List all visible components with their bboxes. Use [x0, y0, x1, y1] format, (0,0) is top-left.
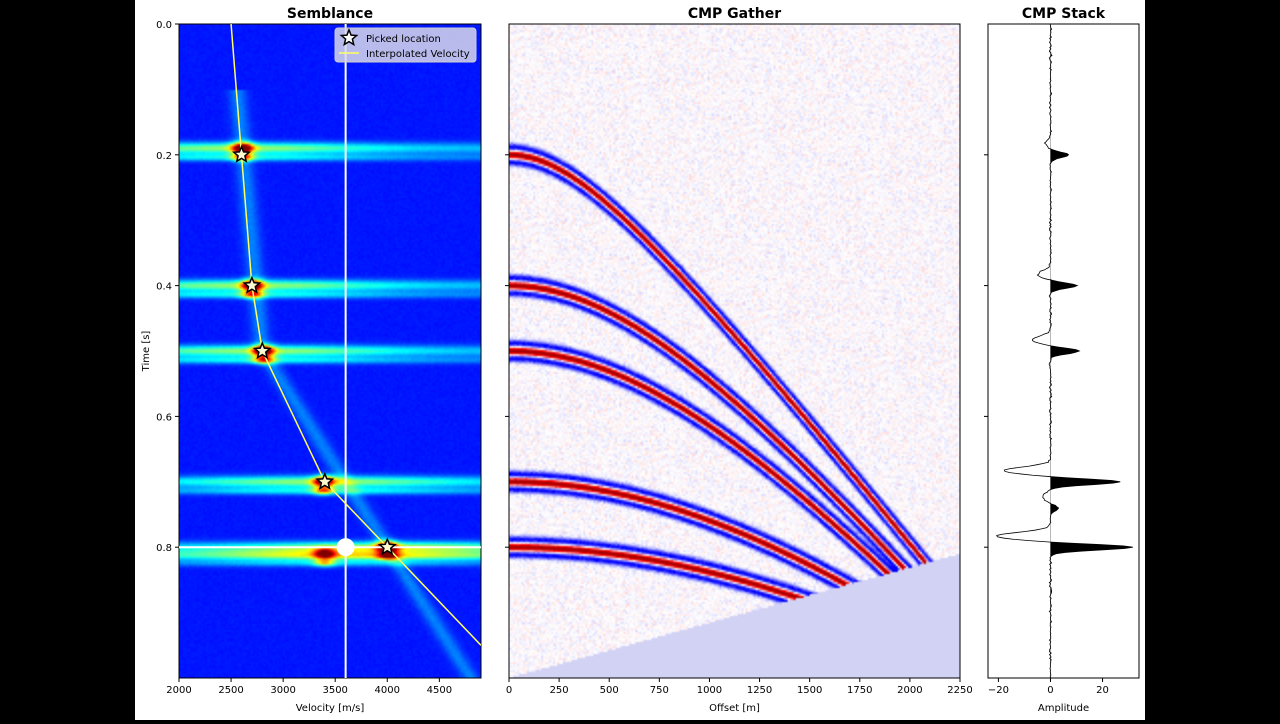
x-tick-label: 500 — [600, 685, 619, 696]
legend-label-picked: Picked location — [366, 34, 441, 45]
picked-location-star[interactable] — [315, 471, 335, 490]
semblance-panel: 2000 2500 3000 3500 4000 4500 0.0 0.2 0.4 0.6 0.8 S… — [141, 6, 482, 714]
x-tick-label: 1500 — [797, 685, 822, 696]
x-tick-label: 4000 — [375, 685, 400, 696]
semblance-image — [179, 24, 481, 678]
x-tick-label: −20 — [988, 685, 1009, 696]
x-tick-label: 4500 — [427, 685, 452, 696]
cmp-stack-title: CMP Stack — [1022, 6, 1106, 22]
x-tick-label: 20 — [1096, 685, 1109, 696]
y-tick-label: 0.0 — [156, 20, 172, 31]
x-tick-label: 1000 — [697, 685, 722, 696]
legend-box — [334, 27, 477, 63]
stack-positive-fill — [1050, 24, 1133, 678]
picked-location-star[interactable] — [232, 144, 251, 163]
figure-svg: 2000 2500 3000 3500 4000 45000.00.20.40.60.8S… — [141, 6, 1140, 714]
picked-location-star[interactable] — [242, 275, 262, 294]
x-tick-label: 3500 — [322, 685, 347, 696]
x-tick-label: 1250 — [747, 685, 772, 696]
x-tick-label: 1750 — [847, 685, 872, 696]
semblance-ylabel: Time [s] — [141, 331, 152, 373]
x-tick-label: 2000 — [166, 685, 191, 696]
picked-location-star[interactable] — [252, 341, 272, 360]
legend-star-marker — [339, 28, 359, 47]
x-tick-label: 750 — [650, 685, 669, 696]
stack-trace-line — [996, 23, 1133, 679]
figure: 2000 2500 3000 3500 4000 4500 0.0 0.2 0.4 0.6 0.8 S… — [135, 0, 1145, 720]
semblance-title: Semblance — [287, 6, 373, 22]
cmp-gather-image — [509, 24, 960, 678]
y-tick-label: 0.4 — [156, 282, 172, 293]
cmp-stack-xlabel: Amplitude — [1038, 703, 1089, 714]
picked-location-star[interactable] — [377, 537, 397, 556]
cmp-gather-title: CMP Gather — [688, 6, 781, 22]
y-tick-label: 0.8 — [156, 543, 172, 554]
x-tick-label: 0 — [1047, 685, 1053, 696]
x-tick-label: 3000 — [270, 685, 295, 696]
semblance-frame — [178, 23, 482, 679]
cmp-stack-panel: −20 0 20 CMP Stack Amplitude — [984, 6, 1140, 714]
y-tick-label: 0.6 — [156, 412, 172, 423]
x-tick-label: 250 — [550, 685, 569, 696]
x-tick-label: 2000 — [897, 685, 922, 696]
legend-label-velocity: Interpolated Velocity — [366, 49, 470, 60]
cmp-gather-frame — [508, 23, 961, 679]
cmp-gather-xlabel: Offset [m] — [709, 703, 760, 714]
y-tick-label: 0.2 — [156, 151, 172, 162]
x-tick-label: 0 — [506, 685, 512, 696]
semblance-xlabel: Velocity [m/s] — [296, 703, 365, 714]
x-tick-label: 2250 — [947, 685, 972, 696]
cursor-marker[interactable] — [336, 538, 355, 557]
x-tick-label: 2500 — [218, 685, 243, 696]
cmp-gather-panel: 0 250 500 750 1000 1250 1500 1750 2000 2250 CMP Ga… — [505, 6, 973, 714]
